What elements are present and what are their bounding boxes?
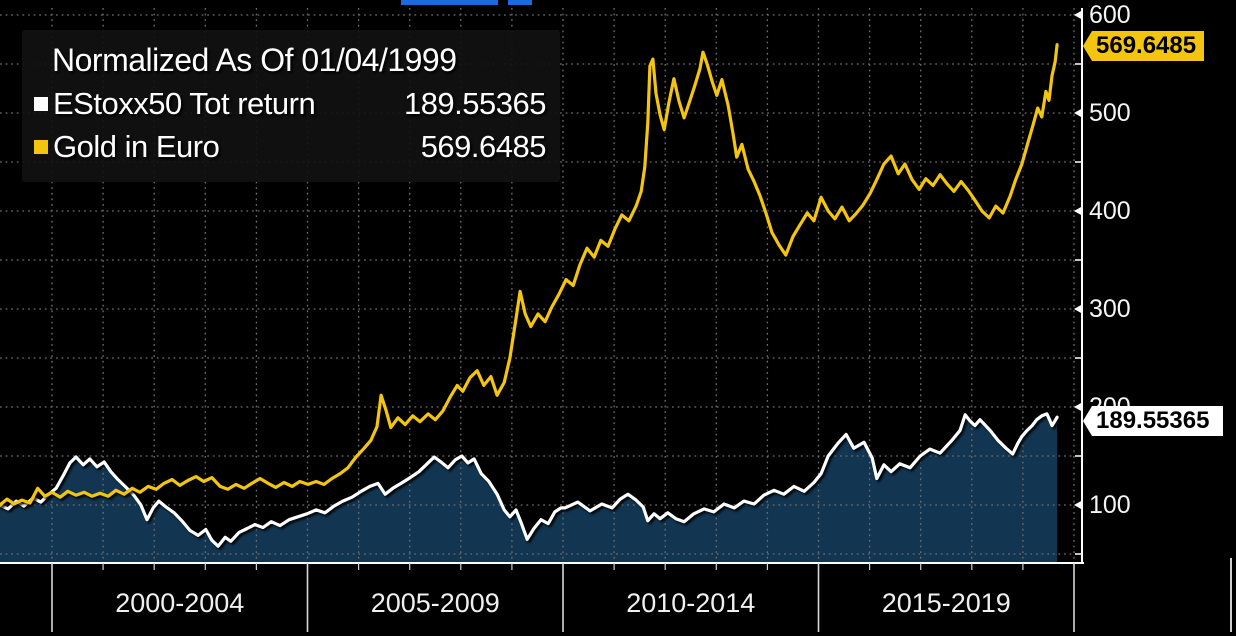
x-axis-period-label: 2005-2009 xyxy=(371,588,500,618)
y-axis-tick-arrow xyxy=(1074,108,1082,118)
gold-swatch-icon xyxy=(34,139,48,154)
y-axis-tick-label: 100 xyxy=(1089,491,1131,519)
y-axis-tick-arrow xyxy=(1074,10,1082,20)
x-axis-period-label: 2010-2014 xyxy=(626,588,755,618)
toolbar-button-fragment[interactable] xyxy=(401,0,498,5)
gold-line xyxy=(0,43,1059,507)
y-axis-tick-arrow xyxy=(1074,402,1082,412)
legend-row-estoxx: EStoxx50 Tot return 189.55365 xyxy=(34,82,547,125)
y-axis-tick-label: 400 xyxy=(1089,197,1131,225)
legend-row-gold: Gold in Euro 569.6485 xyxy=(34,125,547,168)
legend-panel: Normalized As Of 01/04/1999 EStoxx50 Tot… xyxy=(22,30,560,182)
legend-value-estoxx: 189.55365 xyxy=(403,86,547,121)
x-axis-period-label: 2015-2019 xyxy=(882,588,1011,618)
estoxx-line xyxy=(0,412,1059,548)
estoxx-swatch-icon xyxy=(34,96,48,111)
y-axis: 600500400300200100 xyxy=(1074,1,1131,564)
legend-value-gold: 569.6485 xyxy=(420,129,547,164)
legend-label-estoxx: EStoxx50 Tot return xyxy=(53,86,316,121)
x-axis-period-label: 2000-2004 xyxy=(115,588,244,618)
legend-title: Normalized As Of 01/04/1999 xyxy=(52,42,457,78)
gold-price-flag: 569.6485 xyxy=(1083,31,1204,61)
estoxx-area-fill xyxy=(0,413,1058,563)
y-axis-tick-label: 300 xyxy=(1089,295,1131,323)
legend-label-gold: Gold in Euro xyxy=(53,129,220,164)
y-axis-tick-label: 600 xyxy=(1089,1,1131,29)
toolbar-button-fragment[interactable] xyxy=(508,0,532,5)
estoxx-price-flag: 189.55365 xyxy=(1083,406,1223,436)
series-lines xyxy=(0,43,1059,548)
y-axis-tick-arrow xyxy=(1074,206,1082,216)
grid-lines xyxy=(0,8,1082,563)
gold-price-flag-value: 569.6485 xyxy=(1096,32,1197,59)
y-axis-tick-arrow xyxy=(1074,500,1082,510)
y-axis-tick-label: 500 xyxy=(1089,99,1131,127)
x-axis: 2000-2004 2005-2009 2010-2014 2015-2019 xyxy=(0,558,1232,632)
y-axis-tick-arrow xyxy=(1074,304,1082,314)
estoxx-price-flag-value: 189.55365 xyxy=(1096,407,1210,434)
